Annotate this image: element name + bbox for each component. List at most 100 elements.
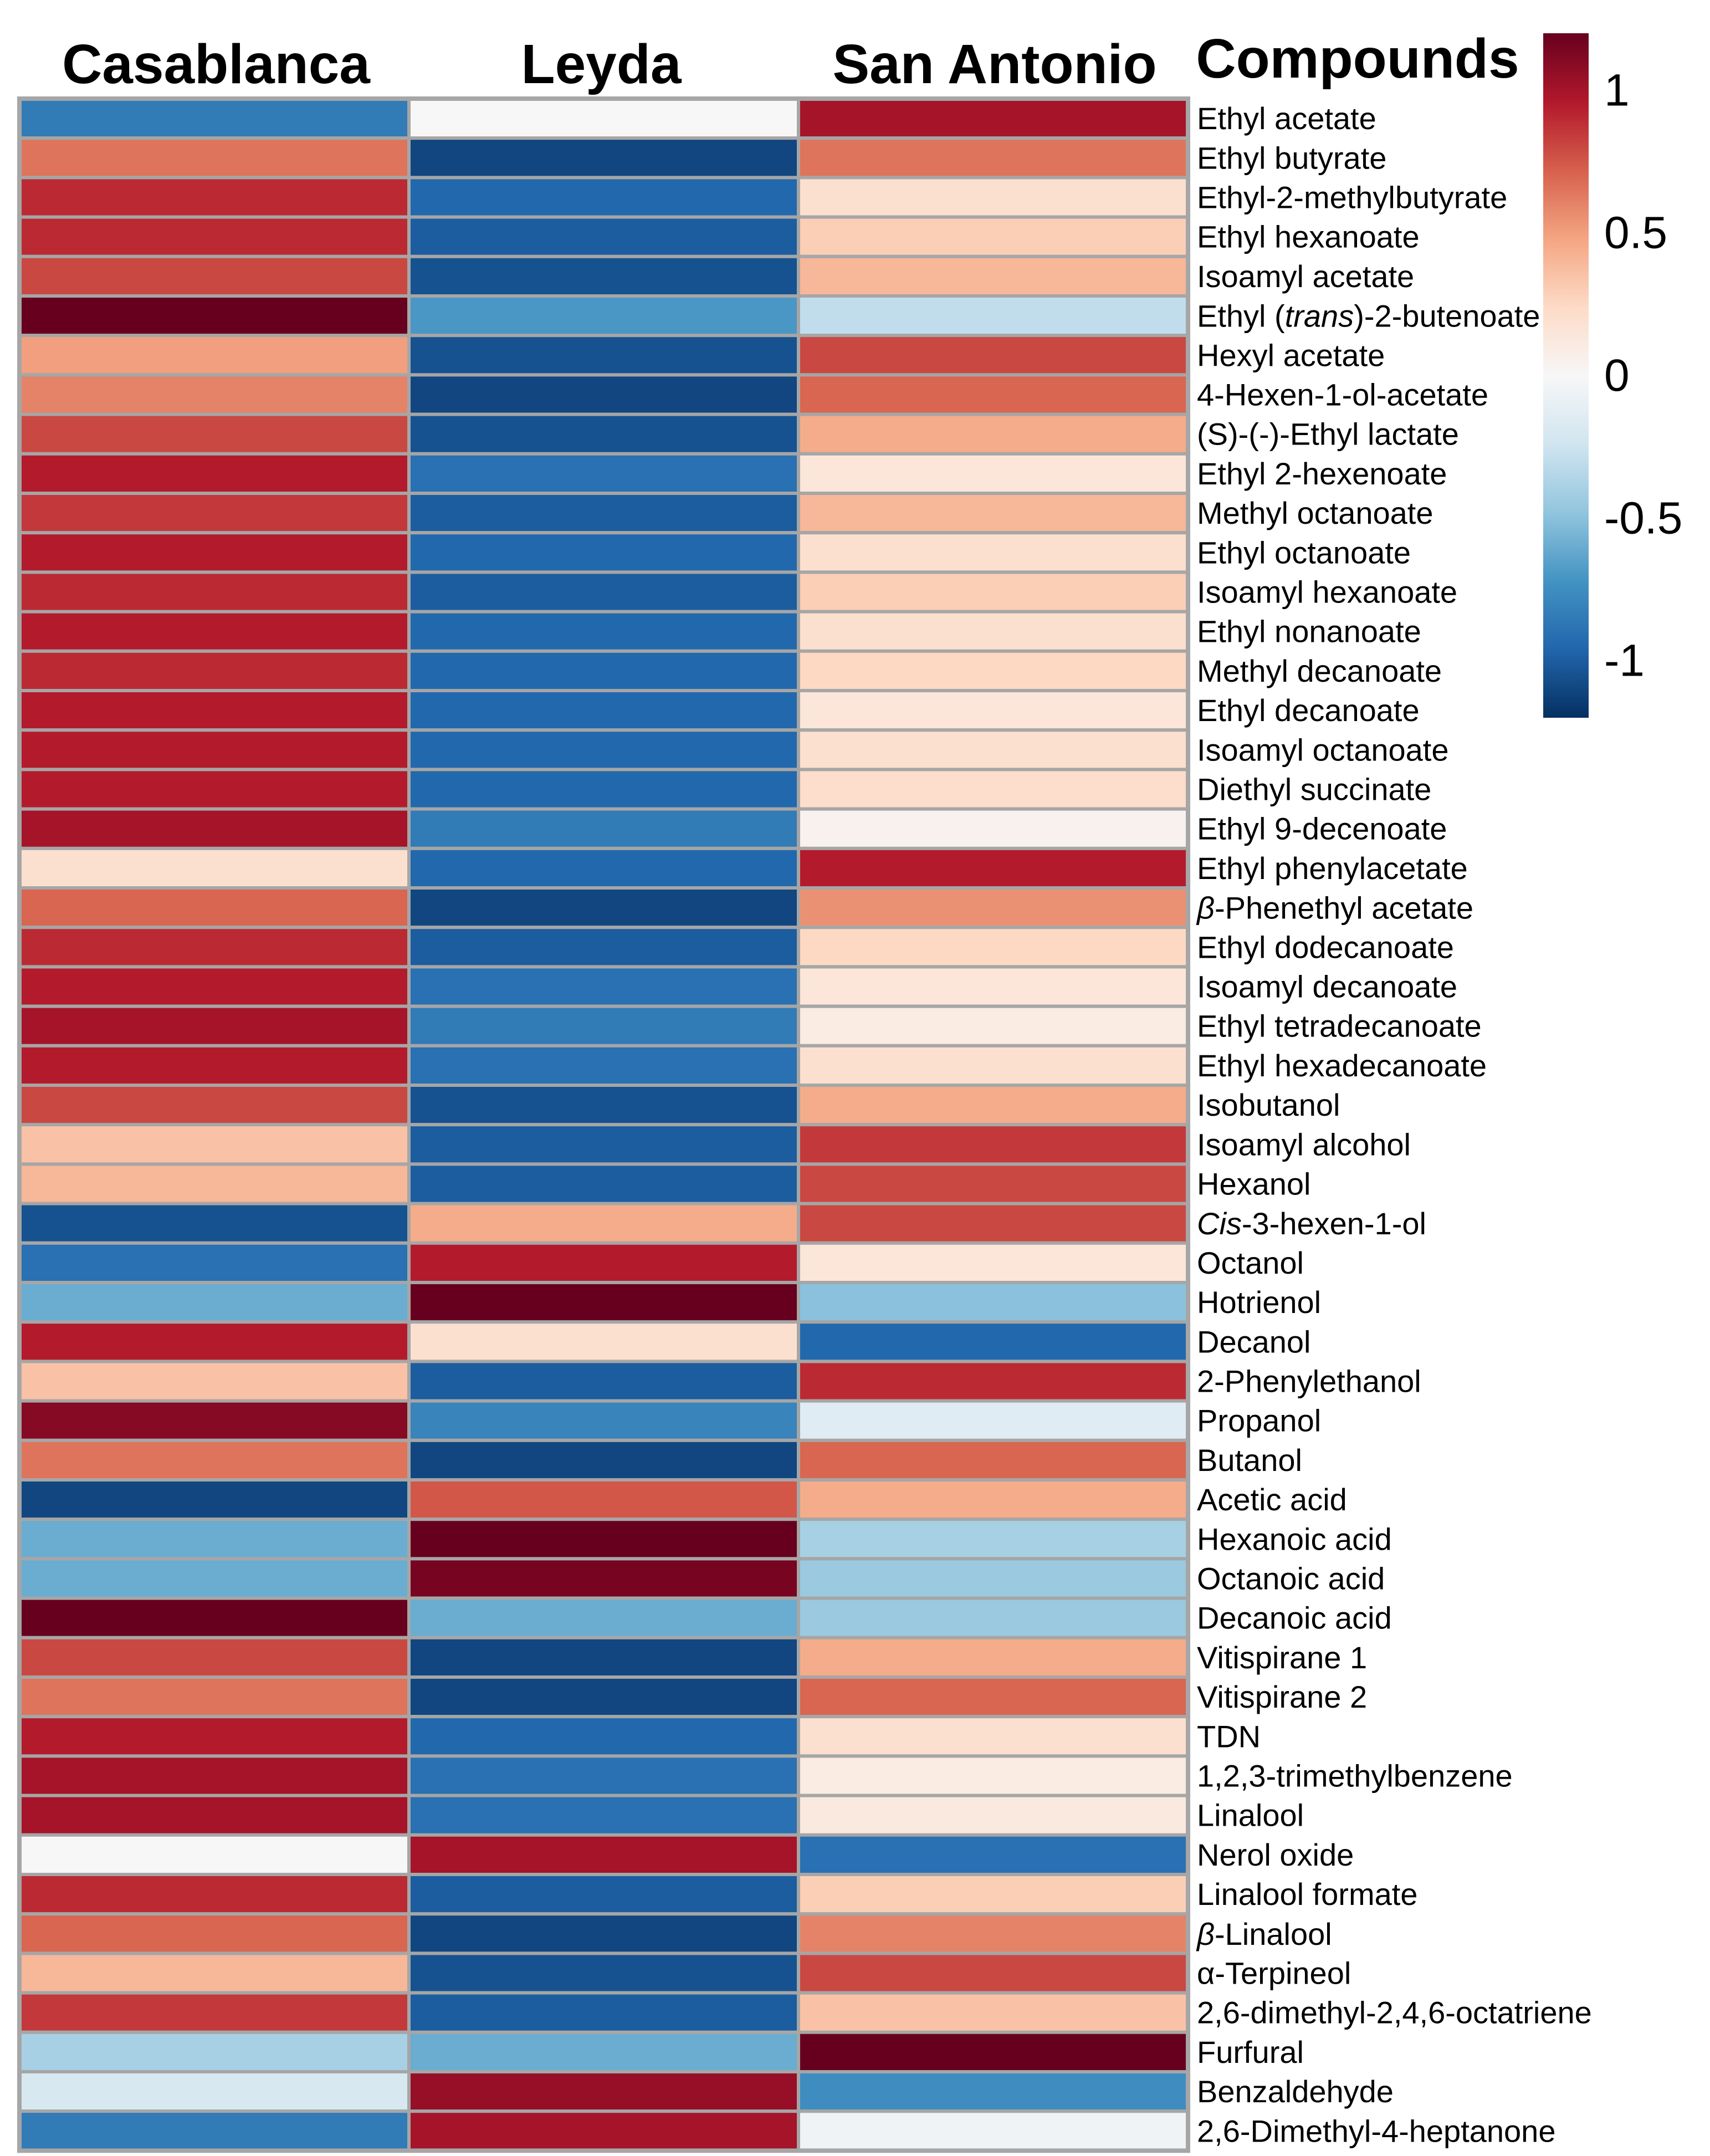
heatmap-cell-methyl-decanoate-san-antonio (797, 649, 1190, 693)
heatmap-cell-ethyl-dodecanoate-san-antonio (797, 926, 1190, 969)
heatmap-cell-furfural-leyda (407, 2030, 800, 2074)
heatmap-cell-isoamyl-decanoate-leyda (407, 965, 800, 1008)
heatmap-cell-ethyl-octanoate-casablanca (18, 531, 411, 574)
heatmap-cell-hexanoic-acid-san-antonio (797, 1518, 1190, 1561)
heatmap-cell-ethyl-9-decenoate-leyda (407, 807, 800, 850)
heatmap-cell-ethyl-trans-2-butenoate-leyda (407, 294, 800, 338)
heatmap-cell-ethyl-decanoate-casablanca (18, 689, 411, 732)
heatmap-cell-ethyl-butyrate-casablanca (18, 136, 411, 180)
heatmap-cell-s-ethyl-lactate-casablanca (18, 412, 411, 456)
row-label-benzaldehyde: Benzaldehyde (1197, 2074, 1394, 2109)
heatmap-cell-hexanol-san-antonio (797, 1162, 1190, 1205)
column-title-leyda: Leyda (521, 33, 682, 95)
heatmap-cell-isoamyl-hexanoate-san-antonio (797, 570, 1190, 614)
row-label-propanol: Propanol (1197, 1403, 1321, 1438)
heatmap-cell-terpineol-san-antonio (797, 1951, 1190, 1995)
row-label-ethyl-octanoate: Ethyl octanoate (1197, 535, 1411, 570)
heatmap-cell-diethyl-succinate-san-antonio (797, 768, 1190, 811)
heatmap-cell-isoamyl-decanoate-san-antonio (797, 965, 1190, 1008)
heatmap-cell-ethyl-2-methylbutyrate-leyda (407, 176, 800, 219)
heatmap-cell-octanol-san-antonio (797, 1241, 1190, 1285)
heatmap-cell-vitispirane-1-leyda (407, 1636, 800, 1679)
row-label-isoamyl-acetate: Isoamyl acetate (1197, 259, 1414, 294)
heatmap-cell-phenethyl-acetate-casablanca (18, 886, 411, 929)
heatmap-cell-2-phenylethanol-leyda (407, 1360, 800, 1403)
row-label-2-6-dimethyl-2-4-6-octatriene: 2,6-dimethyl-2,4,6-octatriene (1197, 1995, 1592, 2030)
colorbar-tick-1: 1 (1604, 65, 1630, 115)
row-label-octanol: Octanol (1197, 1245, 1304, 1280)
heatmap-cell-terpineol-leyda (407, 1951, 800, 1995)
row-label-linalool: β-Linalool (1196, 1916, 1332, 1951)
heatmap-cell-hexyl-acetate-san-antonio (797, 334, 1190, 377)
heatmap-cell-hotrienol-san-antonio (797, 1281, 1190, 1324)
heatmap-cell-cis-3-hexen-1-ol-leyda (407, 1202, 800, 1245)
heatmap-cell-ethyl-phenylacetate-san-antonio (797, 846, 1190, 890)
heatmap-cell-propanol-san-antonio (797, 1399, 1190, 1442)
colorbar-tick-0p5: 0.5 (1604, 208, 1667, 258)
heatmap-cells (17, 96, 1190, 2153)
heatmap-cell-2-6-dimethyl-4-heptanone-leyda (407, 2109, 800, 2153)
heatmap-cell-vitispirane-2-san-antonio (797, 1675, 1190, 1719)
heatmap-cell-methyl-decanoate-leyda (407, 649, 800, 693)
heatmap-cell-furfural-san-antonio (797, 2030, 1190, 2074)
heatmap-cell-ethyl-2-hexenoate-san-antonio (797, 452, 1190, 495)
heatmap-cell-ethyl-butyrate-san-antonio (797, 136, 1190, 180)
row-label-ethyl-dodecanoate: Ethyl dodecanoate (1197, 929, 1454, 964)
heatmap-cell-ethyl-phenylacetate-leyda (407, 846, 800, 890)
heatmap-cell-butanol-casablanca (18, 1438, 411, 1482)
row-label-isoamyl-decanoate: Isoamyl decanoate (1197, 969, 1457, 1004)
compounds-header: Compounds (1196, 28, 1519, 90)
heatmap-cell-ethyl-acetate-san-antonio (797, 97, 1190, 140)
color-legend: 1 0.5 0 -0.5 -1 (1543, 33, 1682, 718)
heatmap-cell-decanoic-acid-leyda (407, 1596, 800, 1639)
heatmap-cell-2-6-dimethyl-4-heptanone-casablanca (18, 2109, 411, 2153)
heatmap-cell-isoamyl-alcohol-casablanca (18, 1123, 411, 1166)
row-label-hotrienol: Hotrienol (1197, 1285, 1321, 1320)
heatmap-cell-2-6-dimethyl-2-4-6-octatriene-leyda (407, 1991, 800, 2034)
colorbar-tick-neg1: -1 (1604, 636, 1645, 686)
row-label-methyl-decanoate: Methyl decanoate (1197, 653, 1442, 688)
heatmap-cell-isobutanol-leyda (407, 1084, 800, 1127)
heatmap-cell-isoamyl-alcohol-leyda (407, 1123, 800, 1166)
heatmap-cell-isoamyl-hexanoate-casablanca (18, 570, 411, 614)
heatmap-cell-diethyl-succinate-leyda (407, 768, 800, 811)
row-label-ethyl-tetradecanoate: Ethyl tetradecanoate (1197, 1009, 1482, 1044)
heatmap-cell-furfural-casablanca (18, 2030, 411, 2074)
heatmap-cell-s-ethyl-lactate-leyda (407, 412, 800, 456)
heatmap-cell-vitispirane-2-casablanca (18, 1675, 411, 1719)
heatmap-cell-cis-3-hexen-1-ol-san-antonio (797, 1202, 1190, 1245)
heatmap-cell-tdn-leyda (407, 1715, 800, 1758)
row-label-acetic-acid: Acetic acid (1197, 1482, 1347, 1517)
row-label-decanoic-acid: Decanoic acid (1197, 1601, 1392, 1636)
row-label-isoamyl-octanoate: Isoamyl octanoate (1197, 732, 1448, 767)
heatmap-cell-nerol-oxide-leyda (407, 1833, 800, 1877)
row-label-isoamyl-alcohol: Isoamyl alcohol (1197, 1127, 1411, 1162)
heatmap-cell-linalool-casablanca (18, 1912, 411, 1955)
heatmap-cell-tdn-casablanca (18, 1715, 411, 1758)
heatmap-cell-propanol-casablanca (18, 1399, 411, 1442)
heatmap-cell-octanol-leyda (407, 1241, 800, 1285)
row-label-tdn: TDN (1197, 1719, 1261, 1754)
row-label-ethyl-phenylacetate: Ethyl phenylacetate (1197, 851, 1468, 886)
row-label-s-ethyl-lactate: (S)-(-)-Ethyl lactate (1197, 417, 1459, 452)
heatmap-cell-methyl-decanoate-casablanca (18, 649, 411, 693)
heatmap-cell-ethyl-phenylacetate-casablanca (18, 846, 411, 890)
heatmap-cell-2-6-dimethyl-2-4-6-octatriene-san-antonio (797, 1991, 1190, 2034)
heatmap-cell-decanol-leyda (407, 1320, 800, 1363)
heatmap-cell-decanoic-acid-san-antonio (797, 1596, 1190, 1639)
heatmap-cell-octanoic-acid-casablanca (18, 1557, 411, 1600)
row-label-ethyl-hexanoate: Ethyl hexanoate (1197, 219, 1420, 254)
heatmap-cell-acetic-acid-casablanca (18, 1478, 411, 1521)
colorbar-gradient (1543, 33, 1589, 718)
heatmap-cell-isobutanol-casablanca (18, 1084, 411, 1127)
heatmap-cell-ethyl-dodecanoate-casablanca (18, 926, 411, 969)
row-label-ethyl-hexadecanoate: Ethyl hexadecanoate (1197, 1048, 1487, 1083)
row-label-vitispirane-2: Vitispirane 2 (1197, 1679, 1367, 1714)
row-label-2-phenylethanol: 2-Phenylethanol (1197, 1364, 1421, 1399)
heatmap-cell-ethyl-decanoate-leyda (407, 689, 800, 732)
heatmap-cell-butanol-leyda (407, 1438, 800, 1482)
heatmap-cell-propanol-leyda (407, 1399, 800, 1442)
heatmap-cell-4-hexen-1-ol-acetate-casablanca (18, 373, 411, 416)
heatmap-cell-ethyl-2-hexenoate-leyda (407, 452, 800, 495)
heatmap-cell-isoamyl-octanoate-san-antonio (797, 728, 1190, 772)
